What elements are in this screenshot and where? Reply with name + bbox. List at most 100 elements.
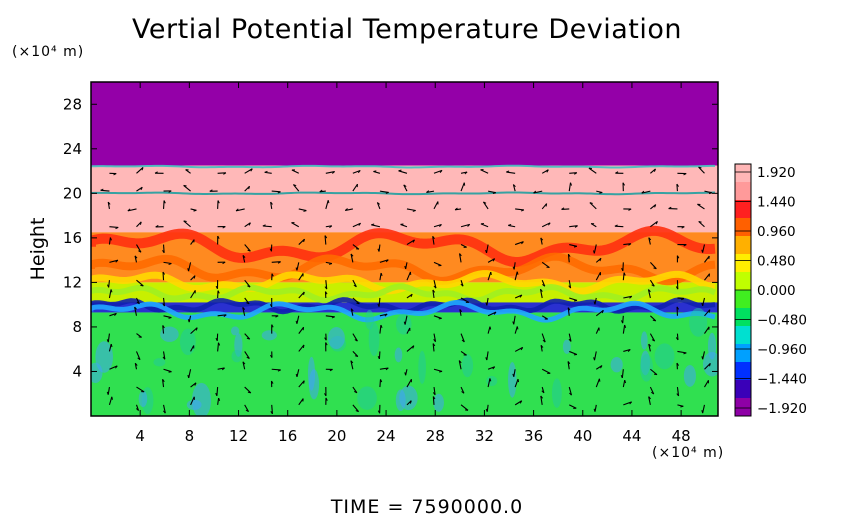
wind-vector-head xyxy=(353,390,358,394)
wind-vector xyxy=(426,190,435,194)
wind-vector-head xyxy=(377,410,381,414)
wind-vector-head xyxy=(683,244,687,247)
wind-vector-head xyxy=(628,208,632,211)
wind-vector-head xyxy=(426,190,430,193)
wind-vector-head xyxy=(708,192,713,195)
blue-patch xyxy=(396,313,412,335)
wind-vector-head xyxy=(235,208,239,212)
wind-vector xyxy=(460,386,465,394)
wind-vector xyxy=(271,368,281,371)
wind-vector xyxy=(514,271,518,281)
wind-vector-head xyxy=(187,374,190,379)
wind-vector-head xyxy=(221,367,225,371)
blue-patch xyxy=(562,339,571,354)
wind-vector-head xyxy=(162,356,166,360)
wind-vector xyxy=(378,244,381,252)
wind-vector xyxy=(244,185,250,192)
wind-vector-head xyxy=(521,241,524,245)
wind-vector xyxy=(593,351,597,361)
wind-vector-head xyxy=(483,201,487,204)
wind-vector-head xyxy=(134,255,138,259)
wind-vector-head xyxy=(140,186,143,191)
wind-vector-head xyxy=(168,190,172,193)
wind-vector xyxy=(647,289,651,299)
wind-vector xyxy=(135,297,140,305)
wind-vector-head xyxy=(242,361,246,365)
wind-vector-head xyxy=(458,360,462,364)
wind-vector xyxy=(379,324,382,334)
wind-vector-head xyxy=(622,182,625,186)
wind-vector xyxy=(460,223,470,228)
wind-vector-head xyxy=(512,373,515,377)
wind-vector-head xyxy=(676,362,680,366)
wind-vector-head xyxy=(162,250,165,254)
wind-vector-head xyxy=(324,393,327,397)
wind-vector xyxy=(298,326,305,334)
wind-vector-head xyxy=(303,380,305,384)
wind-vector-head xyxy=(106,391,109,395)
wind-vector xyxy=(567,361,570,370)
layer-top xyxy=(91,82,718,166)
wind-vector xyxy=(371,224,381,228)
wind-vector-head xyxy=(519,400,523,404)
blue-patch xyxy=(138,390,148,408)
wind-vector xyxy=(400,223,408,228)
wind-vector-head xyxy=(653,267,657,270)
wind-vector-head xyxy=(648,289,651,293)
wind-vector-head xyxy=(222,226,226,229)
wind-vector-head xyxy=(516,326,519,330)
wind-vector-head xyxy=(489,326,492,330)
y-tick-label: 28 xyxy=(63,95,82,113)
wind-vector-head xyxy=(675,286,679,290)
wind-vector xyxy=(702,297,706,306)
wind-vector-head xyxy=(115,365,118,369)
wind-vector-head xyxy=(593,408,596,412)
wind-vector xyxy=(163,368,172,373)
wind-vector xyxy=(513,262,516,270)
wind-vector xyxy=(515,208,525,211)
wind-vector xyxy=(648,396,651,405)
colorbar-segment xyxy=(735,164,751,183)
wind-vector-head xyxy=(433,285,437,289)
colorbar-segment xyxy=(735,362,751,381)
wind-vector xyxy=(622,380,626,388)
wind-vector-head xyxy=(599,258,602,262)
wind-vector xyxy=(262,225,272,228)
wind-vector xyxy=(244,351,250,359)
x-tick-label: 12 xyxy=(229,427,248,445)
wind-vector-head xyxy=(377,303,380,307)
wind-vector xyxy=(649,261,657,270)
wind-vector xyxy=(190,275,196,281)
wind-vector xyxy=(244,244,251,252)
wind-vector-head xyxy=(162,379,165,383)
wind-vector xyxy=(298,344,305,352)
wind-vector xyxy=(163,315,172,319)
wind-vector xyxy=(108,280,110,288)
wind-vector xyxy=(352,297,360,305)
wind-vector xyxy=(432,289,435,299)
colorbar-tick-label: −0.960 xyxy=(757,342,807,358)
wind-vector xyxy=(595,271,601,281)
wind-vector xyxy=(622,324,626,334)
wind-vector-head xyxy=(403,184,407,187)
wind-vector xyxy=(162,200,165,209)
wind-vector xyxy=(136,186,143,192)
wind-vector-head xyxy=(139,221,142,225)
wind-vector-head xyxy=(653,168,656,172)
wind-vector-head xyxy=(134,362,138,366)
wind-vector-head xyxy=(512,321,515,325)
wind-vector xyxy=(432,236,435,245)
wind-vector-head xyxy=(621,267,624,272)
wind-vector xyxy=(621,369,624,379)
wind-vector xyxy=(506,171,516,174)
wind-vector-head xyxy=(377,356,380,360)
wind-vector xyxy=(623,243,631,246)
wind-vector xyxy=(298,291,305,299)
wind-vector-head xyxy=(681,226,685,229)
wind-vector xyxy=(190,327,198,335)
wind-vector xyxy=(244,168,253,174)
wind-vector xyxy=(704,309,711,317)
wind-vector-head xyxy=(676,393,679,397)
wind-vector-head xyxy=(356,302,360,305)
wind-vector xyxy=(136,386,145,393)
